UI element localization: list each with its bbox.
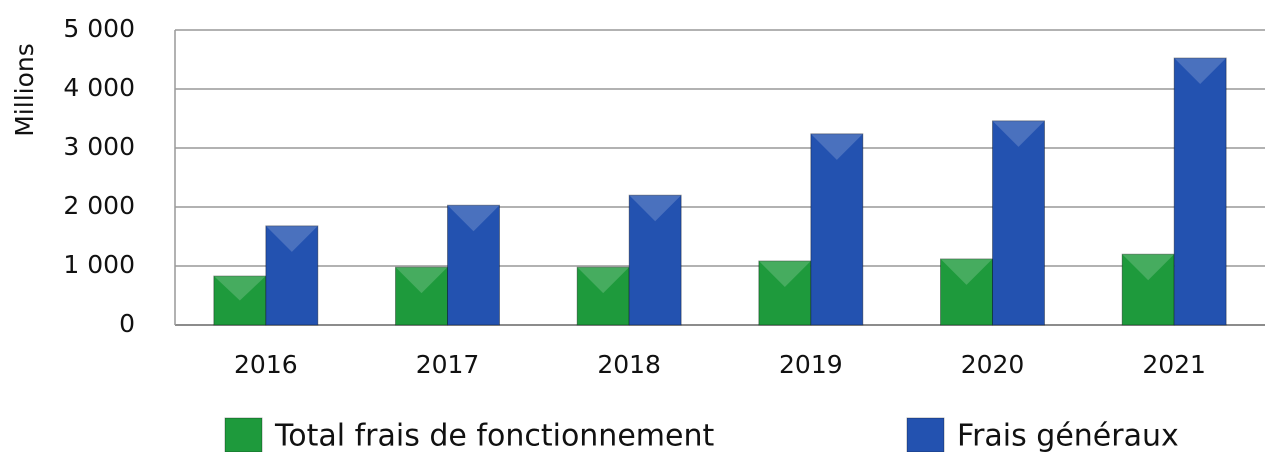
bar-bevel bbox=[940, 258, 993, 285]
y-tick-label: 1 000 bbox=[63, 250, 135, 279]
bar-bevel bbox=[577, 267, 630, 294]
bar-bevel bbox=[265, 225, 318, 252]
bar-bevel bbox=[213, 276, 266, 301]
bar bbox=[810, 133, 864, 326]
x-tick-label: 2016 bbox=[234, 350, 298, 379]
y-tick-label: 2 000 bbox=[63, 191, 135, 220]
bar bbox=[576, 266, 630, 326]
bar bbox=[940, 258, 993, 326]
x-tick-label: 2018 bbox=[597, 350, 661, 379]
bar-bevel bbox=[447, 205, 500, 232]
x-tick-label: 2020 bbox=[961, 350, 1025, 379]
legend-label: Total frais de fonctionnement bbox=[274, 419, 714, 452]
bar bbox=[628, 194, 682, 326]
bar-bevel bbox=[1174, 58, 1227, 85]
bar-bevel bbox=[1122, 254, 1175, 281]
bar-bevel bbox=[395, 267, 448, 294]
bar bbox=[213, 275, 267, 326]
y-tick-label: 5 000 bbox=[63, 14, 135, 43]
y-tick-label: 0 bbox=[119, 309, 135, 338]
bar bbox=[447, 204, 500, 326]
bar bbox=[992, 120, 1045, 326]
x-tick-label: 2017 bbox=[416, 350, 480, 379]
bar-bevel bbox=[758, 260, 811, 287]
bar-bevel bbox=[629, 195, 682, 222]
x-tick-label: 2019 bbox=[779, 350, 843, 379]
legend-label: Frais généraux bbox=[957, 419, 1179, 452]
legend-swatch bbox=[224, 417, 263, 452]
bar-bevel bbox=[992, 120, 1045, 147]
bar bbox=[395, 266, 448, 326]
bar bbox=[758, 260, 812, 326]
y-tick-label: 4 000 bbox=[63, 73, 135, 102]
bar bbox=[1173, 57, 1227, 326]
y-axis-label: Millions bbox=[10, 43, 39, 137]
x-tick-label: 2021 bbox=[1142, 350, 1206, 379]
legend-swatch bbox=[906, 417, 945, 452]
bar bbox=[1121, 253, 1175, 326]
bar bbox=[265, 225, 319, 326]
bar-bevel bbox=[810, 133, 863, 160]
y-tick-label: 3 000 bbox=[63, 132, 135, 161]
